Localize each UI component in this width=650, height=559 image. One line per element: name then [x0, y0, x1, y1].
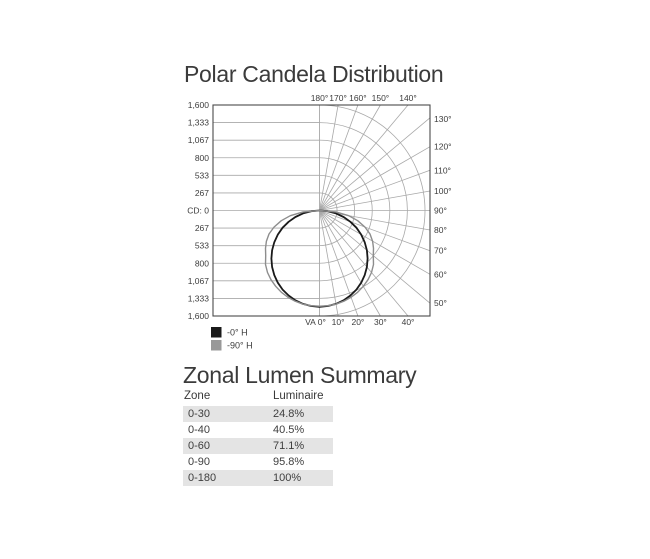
angle-label-top: 180° — [311, 93, 329, 103]
angle-label-right: 130° — [434, 114, 452, 124]
legend-label: -0° H — [227, 328, 248, 338]
angle-label-top: 140° — [399, 93, 417, 103]
candela-axis-label: 1,333 — [188, 118, 210, 128]
angle-label-bottom: 10° — [332, 317, 345, 327]
candela-arc — [319, 104, 426, 317]
angle-label-top: 150° — [372, 93, 390, 103]
angle-gridline — [319, 210, 431, 252]
angle-gridline — [319, 104, 409, 211]
angle-label-top: 170° — [329, 93, 347, 103]
angle-label-right: 100° — [434, 186, 452, 196]
candela-arc — [319, 122, 408, 299]
angle-label-right: 50° — [434, 298, 447, 308]
angle-gridline — [319, 104, 381, 211]
zone-cell: 0-60 — [188, 440, 211, 452]
angle-gridline — [319, 104, 359, 211]
candela-axis-label: 533 — [195, 170, 209, 180]
angle-gridline — [319, 210, 359, 317]
candela-axis-label: 267 — [195, 223, 209, 233]
column-header-zone: Zone — [184, 390, 211, 402]
zonal-table-row: 0-30 24.8% — [183, 406, 333, 422]
candela-axis-label: 1,600 — [188, 311, 210, 321]
zonal-summary-title: Zonal Lumen Summary — [183, 362, 417, 388]
curve-90deg-horizontal — [264, 209, 375, 307]
zonal-table-row: 0-40 40.5% — [183, 422, 333, 438]
angle-label-right: 70° — [434, 246, 447, 256]
polar-chart-title: Polar Candela Distribution — [184, 61, 444, 87]
candela-axis-label: 1,600 — [188, 100, 210, 110]
angle-gridline — [319, 146, 431, 211]
angle-label-right: 110° — [434, 165, 451, 175]
zonal-lumen-table: Zone Luminaire 0-30 24.8% 0-40 40.5% 0-60 71.… — [183, 389, 333, 486]
angle-gridline — [319, 190, 431, 211]
angle-label-right: 90° — [434, 206, 447, 216]
candela-arc — [319, 174, 355, 247]
zone-cell: 0-30 — [188, 408, 211, 420]
angle-gridline — [319, 117, 431, 211]
candela-axis-label: 267 — [195, 188, 209, 198]
legend-swatch-0deg — [211, 327, 222, 338]
angle-label-bottom: 40° — [402, 317, 415, 327]
angle-label-top: 160° — [349, 93, 367, 103]
candela-axis-label: 1,067 — [188, 276, 210, 286]
candela-arc — [319, 139, 391, 282]
luminaire-cell: 24.8% — [273, 408, 305, 420]
zone-cell: 0-90 — [188, 456, 211, 468]
legend-label: -90° H — [227, 341, 253, 351]
chart-frame — [212, 104, 431, 317]
candela-axis-label: 800 — [195, 153, 209, 163]
luminaire-cell: 40.5% — [273, 424, 305, 436]
candela-arc — [319, 192, 338, 229]
angle-label-bottom: 30° — [374, 317, 387, 327]
luminaire-cell: 100% — [273, 472, 302, 484]
angle-label-right: 60° — [434, 269, 447, 279]
candela-axis-label: CD: 0 — [187, 206, 209, 216]
zone-cell: 0-180 — [188, 472, 217, 484]
angle-gridline — [319, 210, 381, 317]
angle-gridline — [319, 210, 409, 317]
zonal-table-row: 0-180 100% — [183, 470, 333, 486]
candela-axis-label: 533 — [195, 241, 209, 251]
zonal-table-header: Zone Luminaire — [183, 389, 333, 406]
zonal-table-row: 0-90 95.8% — [183, 454, 333, 470]
zone-cell: 0-40 — [188, 424, 211, 436]
angle-label-right: 120° — [434, 142, 452, 152]
luminaire-cell: 95.8% — [273, 456, 305, 468]
zonal-table-row: 0-60 71.1% — [183, 438, 333, 454]
angle-label-bottom: 20° — [351, 317, 364, 327]
candela-axis-label: 800 — [195, 258, 209, 268]
candela-axis-label: 1,067 — [188, 135, 210, 145]
candela-axis-label: 1,333 — [188, 293, 210, 303]
angle-label-right: 80° — [434, 225, 447, 235]
column-header-luminaire: Luminaire — [273, 390, 324, 402]
angle-label-bottom: VA 0° — [305, 317, 326, 327]
zonal-table-body: 0-30 24.8% 0-40 40.5% 0-60 71.1% 0-90 95.8% 0-18… — [183, 406, 333, 486]
angle-gridline — [319, 210, 431, 275]
candela-arc — [319, 157, 373, 264]
angle-gridline — [319, 210, 431, 304]
luminaire-cell: 71.1% — [273, 440, 305, 452]
legend-swatch-90deg — [211, 340, 222, 351]
angle-gridline — [319, 169, 431, 211]
